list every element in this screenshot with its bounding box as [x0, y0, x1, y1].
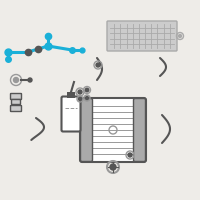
Circle shape: [110, 164, 116, 170]
Circle shape: [85, 88, 89, 92]
Circle shape: [78, 98, 82, 100]
FancyBboxPatch shape: [62, 97, 80, 132]
Circle shape: [78, 90, 82, 94]
Circle shape: [86, 97, 88, 99]
FancyBboxPatch shape: [12, 99, 21, 104]
FancyBboxPatch shape: [107, 21, 177, 51]
FancyBboxPatch shape: [10, 106, 22, 112]
FancyBboxPatch shape: [80, 98, 92, 162]
Circle shape: [179, 34, 182, 38]
FancyBboxPatch shape: [134, 98, 146, 162]
FancyBboxPatch shape: [80, 98, 146, 162]
Circle shape: [128, 153, 132, 157]
FancyBboxPatch shape: [10, 94, 22, 99]
Circle shape: [96, 63, 100, 67]
Bar: [67, 92, 75, 98]
Circle shape: [28, 78, 32, 82]
Circle shape: [14, 77, 18, 82]
